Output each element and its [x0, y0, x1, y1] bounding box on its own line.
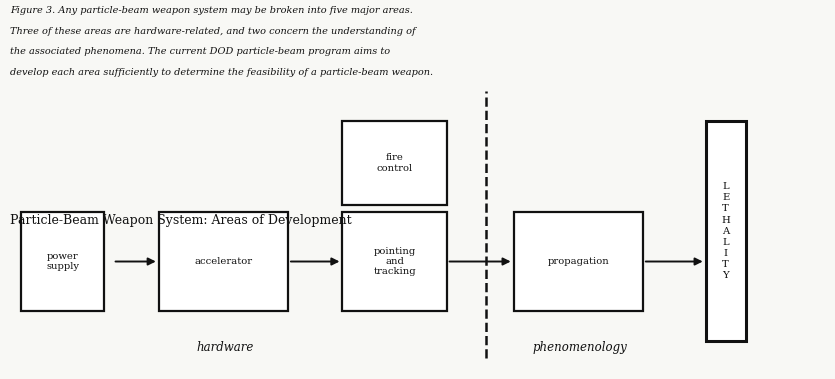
Text: the associated phenomena. The current DOD particle-beam program aims to: the associated phenomena. The current DO… [10, 47, 390, 56]
Text: develop each area sufficiently to determine the feasibility of a particle-beam w: develop each area sufficiently to determ… [10, 68, 433, 77]
Text: L
E
T
H
A
L
I
T
Y: L E T H A L I T Y [721, 182, 730, 280]
Bar [159, 212, 288, 311]
Bar [342, 121, 447, 205]
Text: Particle-Beam Weapon System: Areas of Development: Particle-Beam Weapon System: Areas of De… [10, 214, 352, 227]
Text: fire
control: fire control [377, 153, 412, 173]
Bar [514, 212, 643, 311]
Text: Three of these areas are hardware-related, and two concern the understanding of: Three of these areas are hardware-relate… [10, 27, 416, 36]
Text: Figure 3. Any particle-beam weapon system may be broken into five major areas.: Figure 3. Any particle-beam weapon syste… [10, 6, 412, 15]
Text: accelerator: accelerator [195, 257, 252, 266]
Text: power
supply: power supply [46, 252, 79, 271]
Bar [21, 212, 104, 311]
Text: hardware: hardware [197, 341, 254, 354]
Text: phenomenology: phenomenology [533, 341, 628, 354]
Text: propagation: propagation [548, 257, 609, 266]
Bar [342, 212, 447, 311]
Text: pointing
and
tracking: pointing and tracking [373, 247, 416, 276]
Bar [706, 121, 746, 341]
